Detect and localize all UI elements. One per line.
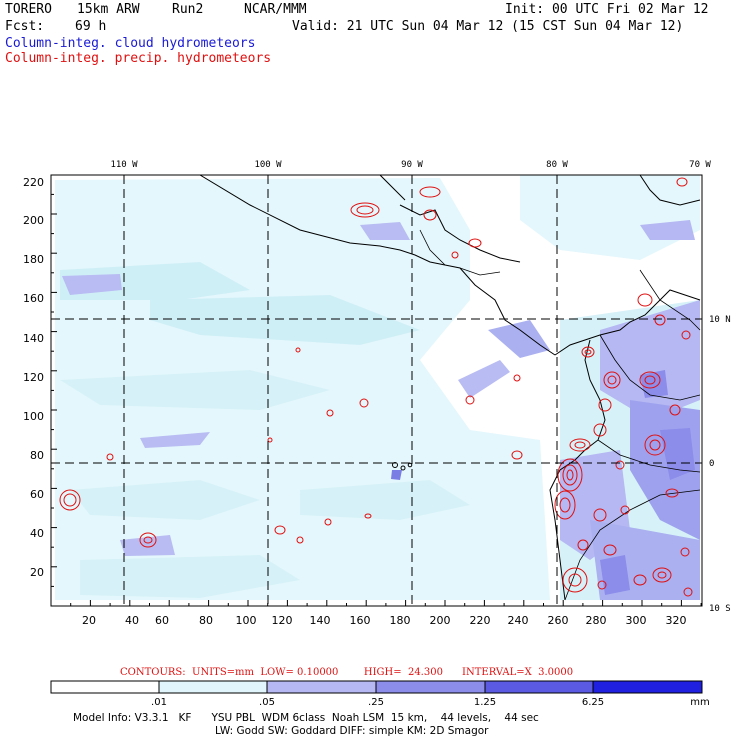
colorbar-bin xyxy=(159,681,267,693)
colorbar: .01 .05 .25 1.25 6.25 mm xyxy=(50,680,710,708)
y-tick-label: 220 xyxy=(23,176,44,189)
y-tick-label: 80 xyxy=(30,449,44,462)
colorbar-label: 6.25 xyxy=(582,697,604,708)
lon-label: 90 W xyxy=(401,160,423,170)
model-info-line2: LW: Godd SW: Goddard DIFF: simple KM: 2D… xyxy=(215,725,489,737)
lat-label: 10 N xyxy=(709,315,731,325)
colorbar-bin xyxy=(593,681,702,693)
contours-units: UNITS=mm xyxy=(192,667,255,678)
x-tick-label: 160 xyxy=(350,614,371,627)
model-info-line1: Model Info: V3.3.1 KF YSU PBL WDM 6class… xyxy=(73,712,539,724)
y-tick-label: 200 xyxy=(23,214,44,227)
y-tick-label: 60 xyxy=(30,488,44,501)
y-axis-labels: 220 200 180 160 140 120 100 80 60 40 20 xyxy=(23,176,44,579)
x-tick-label: 320 xyxy=(666,614,687,627)
colorbar-label: 1.25 xyxy=(474,697,496,708)
colorbar-label: .25 xyxy=(368,697,384,708)
lon-lat-labels: 110 W 100 W 90 W 80 W 70 W 10 N 0 10 S xyxy=(110,160,730,614)
valid-time: Valid: 21 UTC Sun 04 Mar 12 (15 CST Sun … xyxy=(292,19,684,34)
colorbar-bin xyxy=(376,681,485,693)
x-tick-label: 280 xyxy=(586,614,607,627)
x-tick-label: 240 xyxy=(508,614,529,627)
graticule xyxy=(51,175,702,606)
y-tick-label: 100 xyxy=(23,410,44,423)
colorbar-bin xyxy=(485,681,593,693)
x-tick-label: 140 xyxy=(310,614,331,627)
model-resolution: 15km ARW xyxy=(77,2,140,17)
x-tick-label: 100 xyxy=(236,614,257,627)
lon-label: 110 W xyxy=(110,160,138,170)
x-tick-label: 40 xyxy=(125,614,139,627)
y-tick-label: 20 xyxy=(30,566,44,579)
x-tick-label: 60 xyxy=(155,614,169,627)
colorbar-label: .01 xyxy=(151,697,167,708)
contours-summary: CONTOURS: UNITS=mm LOW= 0.10000 HIGH= 24… xyxy=(120,667,573,678)
lon-label: 80 W xyxy=(546,160,568,170)
x-tick-label: 20 xyxy=(82,614,96,627)
y-tick-label: 140 xyxy=(23,332,44,345)
x-tick-label: 80 xyxy=(199,614,213,627)
contours-low: LOW= 0.10000 xyxy=(260,667,339,678)
x-tick-label: 120 xyxy=(272,614,293,627)
y-tick-label: 120 xyxy=(23,371,44,384)
cloud-field-title: Column-integ. cloud hydrometeors xyxy=(5,36,256,51)
axis-ticks xyxy=(50,193,702,607)
precip-field-title: Column-integ. precip. hydrometeors xyxy=(5,51,272,66)
forecast-hour: 69 h xyxy=(75,19,107,34)
lat-label: 0 xyxy=(709,459,714,469)
y-tick-label: 160 xyxy=(23,292,44,305)
x-tick-label: 220 xyxy=(470,614,491,627)
org-label: NCAR/MMM xyxy=(244,2,307,17)
contours-high: HIGH= 24.300 xyxy=(363,667,443,678)
precip-contours xyxy=(59,177,693,597)
x-tick-label: 200 xyxy=(430,614,451,627)
coastlines xyxy=(199,175,701,601)
contours-interval: INTERVAL=X 3.0000 xyxy=(462,667,574,678)
forecast-label: Fcst: xyxy=(5,19,45,34)
y-tick-label: 40 xyxy=(30,527,44,540)
cloud-shading xyxy=(55,175,700,600)
x-tick-label: 300 xyxy=(626,614,647,627)
colorbar-label: .05 xyxy=(259,697,275,708)
model-name: TORERO xyxy=(5,2,52,17)
lon-label: 70 W xyxy=(689,160,711,170)
x-axis-labels: 20 40 60 80 100 120 140 160 180 200 220 … xyxy=(82,614,687,627)
colorbar-unit: mm xyxy=(690,697,709,708)
y-tick-label: 180 xyxy=(23,253,44,266)
init-time: Init: 00 UTC Fri 02 Mar 12 xyxy=(505,2,709,17)
colorbar-bin xyxy=(51,681,159,693)
lat-label: 10 S xyxy=(709,604,731,614)
run-label: Run2 xyxy=(172,2,204,17)
colorbar-bin xyxy=(267,681,376,693)
x-tick-label: 260 xyxy=(548,614,569,627)
x-tick-label: 180 xyxy=(390,614,411,627)
contours-label: CONTOURS: xyxy=(120,667,186,678)
lon-label: 100 W xyxy=(254,160,282,170)
